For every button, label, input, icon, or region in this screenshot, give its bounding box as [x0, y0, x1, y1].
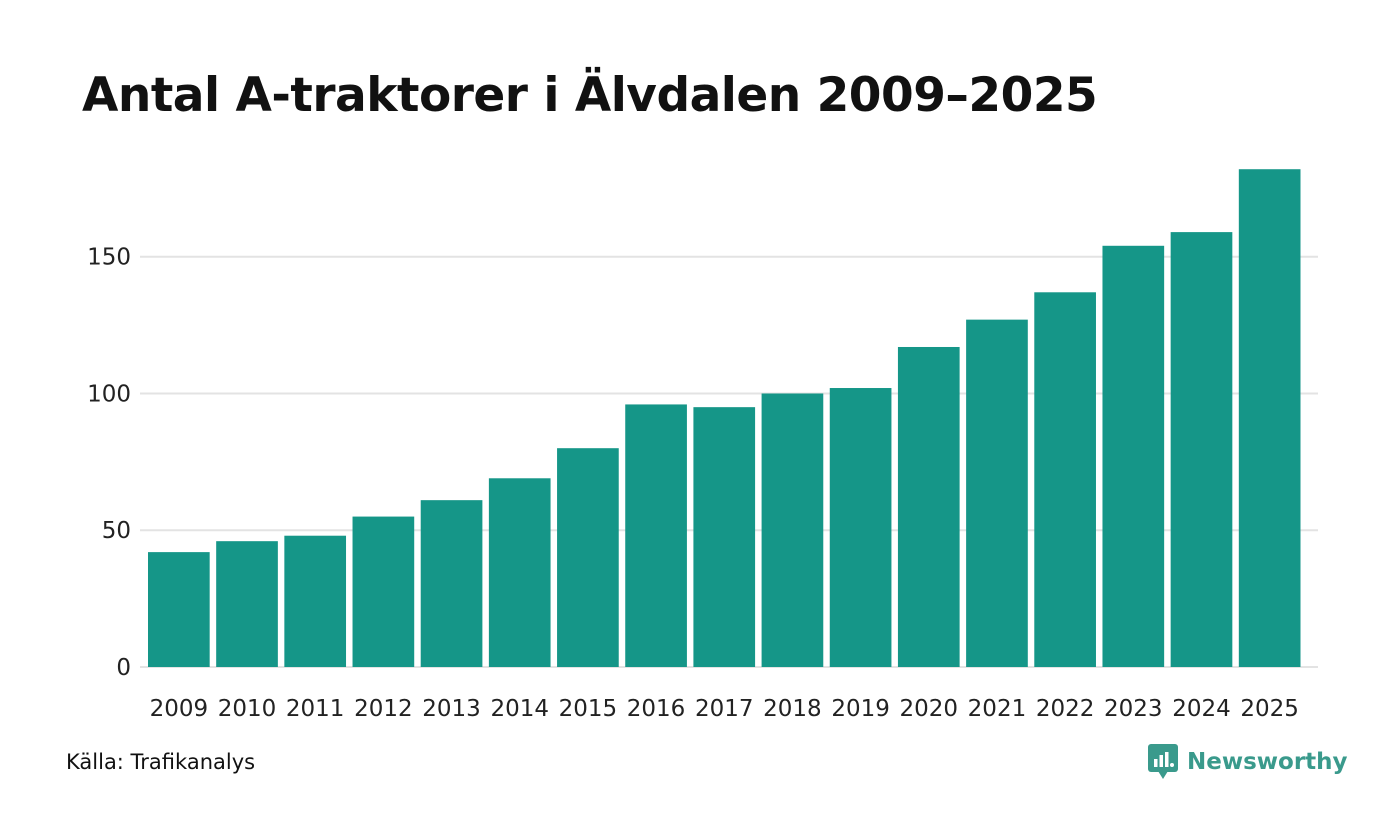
x-tick-label: 2019 [831, 696, 890, 722]
x-tick-label: 2015 [559, 696, 618, 722]
x-tick-label: 2012 [354, 696, 413, 722]
x-tick-label: 2022 [1036, 696, 1095, 722]
brand-logo: Newsworthy [1148, 744, 1348, 780]
y-tick-label: 50 [102, 518, 131, 544]
x-tick-label: 2025 [1240, 696, 1299, 722]
bars [148, 169, 1301, 668]
bar-2009 [148, 552, 210, 667]
x-tick-label: 2014 [490, 696, 549, 722]
bar-2013 [420, 500, 483, 667]
bar-2018 [761, 393, 824, 667]
bar-2023 [1102, 245, 1165, 668]
y-tick-label: 0 [116, 655, 131, 681]
bar-2017 [693, 407, 756, 667]
x-tick-label: 2021 [968, 696, 1027, 722]
bar-2015 [557, 448, 619, 667]
x-tick-label: 2020 [900, 696, 959, 722]
bar-2025 [1238, 169, 1301, 667]
x-tick-label: 2009 [150, 696, 209, 722]
newsworthy-logo-icon [1148, 744, 1178, 779]
x-tick-label: 2017 [695, 696, 754, 722]
brand-name: Newsworthy [1187, 749, 1348, 775]
chart-title: Antal A-traktorer i Älvdalen 2009–2025 [82, 68, 1098, 123]
x-tick-label: 2016 [627, 696, 686, 722]
bar-2020 [897, 346, 960, 667]
bar-2024 [1170, 232, 1233, 668]
x-tick-label: 2013 [422, 696, 481, 722]
bar-2014 [488, 478, 551, 667]
x-tick-label: 2018 [763, 696, 822, 722]
y-tick-label: 150 [87, 245, 131, 271]
y-axis-ticks: 0 50 100 150 [87, 245, 131, 681]
x-tick-label: 2024 [1172, 696, 1231, 722]
bar-2021 [966, 319, 1028, 667]
bar-2022 [1034, 292, 1096, 667]
bar-2010 [216, 541, 278, 667]
y-tick-label: 100 [87, 381, 131, 407]
x-tick-label: 2010 [218, 696, 277, 722]
bar-2016 [625, 404, 687, 667]
bar-2011 [284, 535, 347, 667]
x-tick-label: 2011 [286, 696, 345, 722]
source-note: Källa: Trafikanalys [66, 750, 256, 774]
x-tick-label: 2023 [1104, 696, 1163, 722]
bar-2019 [829, 388, 892, 667]
x-axis-ticks: 2009 2010 2011 2012 2013 2014 2015 2016 2017 2018… [150, 696, 1299, 722]
bar-2012 [352, 516, 415, 667]
